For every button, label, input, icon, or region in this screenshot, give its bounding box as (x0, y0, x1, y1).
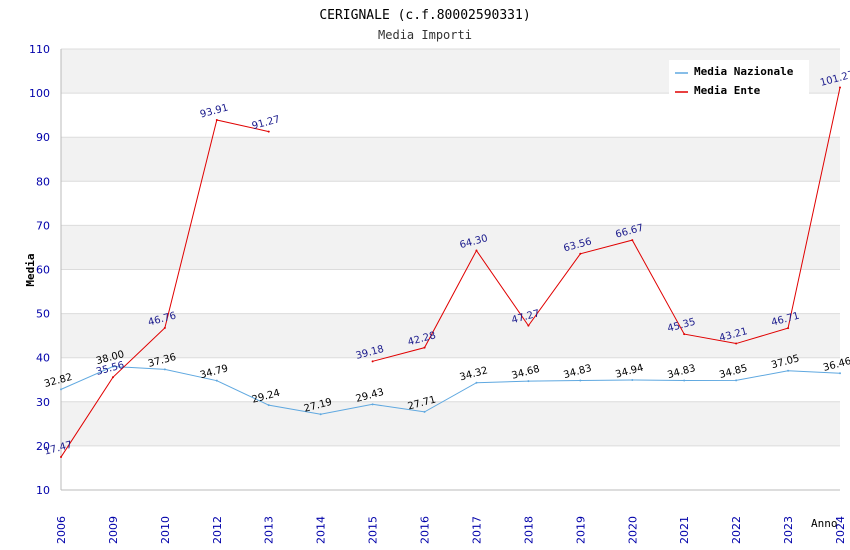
x-tick-label-2021: 2021 (678, 516, 691, 544)
data-point-media-ente-2022 (735, 342, 738, 345)
data-point-media-ente-2021 (683, 333, 686, 336)
chart-subtitle: Media Importi (378, 28, 472, 42)
data-label-media-nazionale-2006: 32.82 (43, 372, 74, 390)
data-point-media-ente-2012 (215, 118, 218, 121)
data-point-media-nazionale-2012 (215, 379, 218, 382)
data-point-media-nazionale-2018 (527, 380, 530, 383)
axes (60, 49, 840, 491)
legend-box (669, 60, 809, 96)
series-line-media-ente-1 (372, 87, 841, 362)
data-point-media-nazionale-2013 (267, 404, 270, 407)
data-point-media-ente-2013 (267, 130, 270, 133)
y-tick-label-30: 30 (36, 396, 50, 409)
chart-title: CERIGNALE (c.f.80002590331) (319, 8, 530, 23)
y-tick-label-70: 70 (36, 219, 50, 232)
legend-label-media-nazionale: Media Nazionale (694, 65, 794, 78)
y-tick-label-60: 60 (36, 264, 50, 277)
plot-band (61, 313, 840, 358)
x-tick-label-2018: 2018 (522, 516, 535, 544)
legend-label-media-ente: Media Ente (694, 84, 761, 97)
data-point-media-nazionale-2021 (683, 379, 686, 382)
series-line-media-nazionale-0 (60, 366, 841, 415)
data-point-media-ente-2019 (579, 252, 582, 255)
data-label-media-nazionale-2022: 34.85 (718, 363, 749, 381)
data-label-media-nazionale-2021: 34.83 (666, 363, 697, 381)
data-point-media-nazionale-2019 (579, 379, 582, 382)
x-tick-label-2012: 2012 (211, 516, 224, 544)
data-point-media-ente-2009 (111, 376, 114, 379)
data-label-media-nazionale-2017: 34.32 (459, 365, 490, 383)
data-label-media-nazionale-2018: 34.68 (510, 364, 541, 382)
plot-bands (61, 49, 840, 446)
x-tick-label-2010: 2010 (159, 516, 172, 544)
x-tick-labels: 2006 2009 2010 2012 2013 2014 2015 2016 2017 2018… (55, 516, 847, 544)
data-point-media-nazionale-2020 (631, 379, 634, 382)
x-tick-label-2020: 2020 (626, 516, 639, 544)
data-point-media-ente-2023 (787, 327, 790, 330)
series-lines (60, 86, 841, 459)
data-point-media-ente-2015 (371, 360, 374, 363)
data-point-media-nazionale-2023 (787, 369, 790, 372)
data-label-media-ente-2013: 91.27 (251, 114, 282, 132)
y-tick-label-40: 40 (36, 352, 50, 365)
y-tick-label-80: 80 (36, 175, 50, 188)
data-point-media-ente-2024 (839, 86, 841, 89)
data-point-media-nazionale-2014 (319, 413, 322, 416)
data-label-media-ente-2012: 93.91 (199, 103, 230, 121)
y-tick-label-90: 90 (36, 131, 50, 144)
data-point-media-nazionale-2010 (163, 368, 166, 371)
x-tick-label-2006: 2006 (55, 516, 68, 544)
x-tick-label-2014: 2014 (315, 516, 328, 544)
x-tick-label-2009: 2009 (107, 516, 120, 544)
data-label-media-nazionale-2020: 34.94 (614, 363, 645, 381)
x-tick-label-2019: 2019 (574, 516, 587, 544)
data-point-media-ente-2006 (60, 456, 62, 459)
y-tick-labels: 10 20 30 40 50 60 70 80 90 100 110 (29, 43, 50, 497)
x-tick-label-2023: 2023 (782, 516, 795, 544)
y-tick-label-10: 10 (36, 484, 50, 497)
x-axis-label: Anno (811, 517, 838, 530)
data-point-media-ente-2016 (423, 346, 426, 349)
data-point-media-ente-2020 (631, 239, 634, 242)
x-tick-label-2024: 2024 (834, 516, 847, 544)
plot-band (61, 225, 840, 270)
plot-band (61, 137, 840, 182)
plot-band (61, 401, 840, 446)
y-axis-label: Media (24, 253, 37, 286)
y-tick-label-110: 110 (29, 43, 50, 56)
data-point-media-nazionale-2024 (839, 372, 841, 375)
x-tick-label-2016: 2016 (419, 516, 432, 544)
x-tick-label-2015: 2015 (367, 516, 380, 544)
y-tick-label-100: 100 (29, 87, 50, 100)
data-point-media-nazionale-2006 (60, 388, 62, 391)
data-point-media-ente-2017 (475, 249, 478, 252)
y-tick-label-50: 50 (36, 308, 50, 321)
x-tick-label-2022: 2022 (730, 516, 743, 544)
x-tick-label-2017: 2017 (470, 516, 483, 544)
gridlines (61, 48, 840, 491)
data-point-media-ente-2010 (163, 326, 166, 329)
data-point-media-nazionale-2022 (735, 379, 738, 382)
x-tick-label-2013: 2013 (263, 516, 276, 544)
data-label-media-nazionale-2024: 36.46 (822, 356, 850, 374)
data-point-media-nazionale-2015 (371, 403, 374, 406)
data-point-media-nazionale-2009 (111, 365, 114, 368)
y-tick-label-20: 20 (36, 440, 50, 453)
data-point-media-ente-2018 (527, 324, 530, 327)
data-label-media-nazionale-2012: 34.79 (199, 363, 230, 381)
data-label-media-nazionale-2019: 34.83 (562, 363, 593, 381)
legend: Media Nazionale Media Ente (669, 60, 809, 97)
data-point-media-nazionale-2017 (475, 381, 478, 384)
data-point-media-nazionale-2016 (423, 410, 426, 413)
